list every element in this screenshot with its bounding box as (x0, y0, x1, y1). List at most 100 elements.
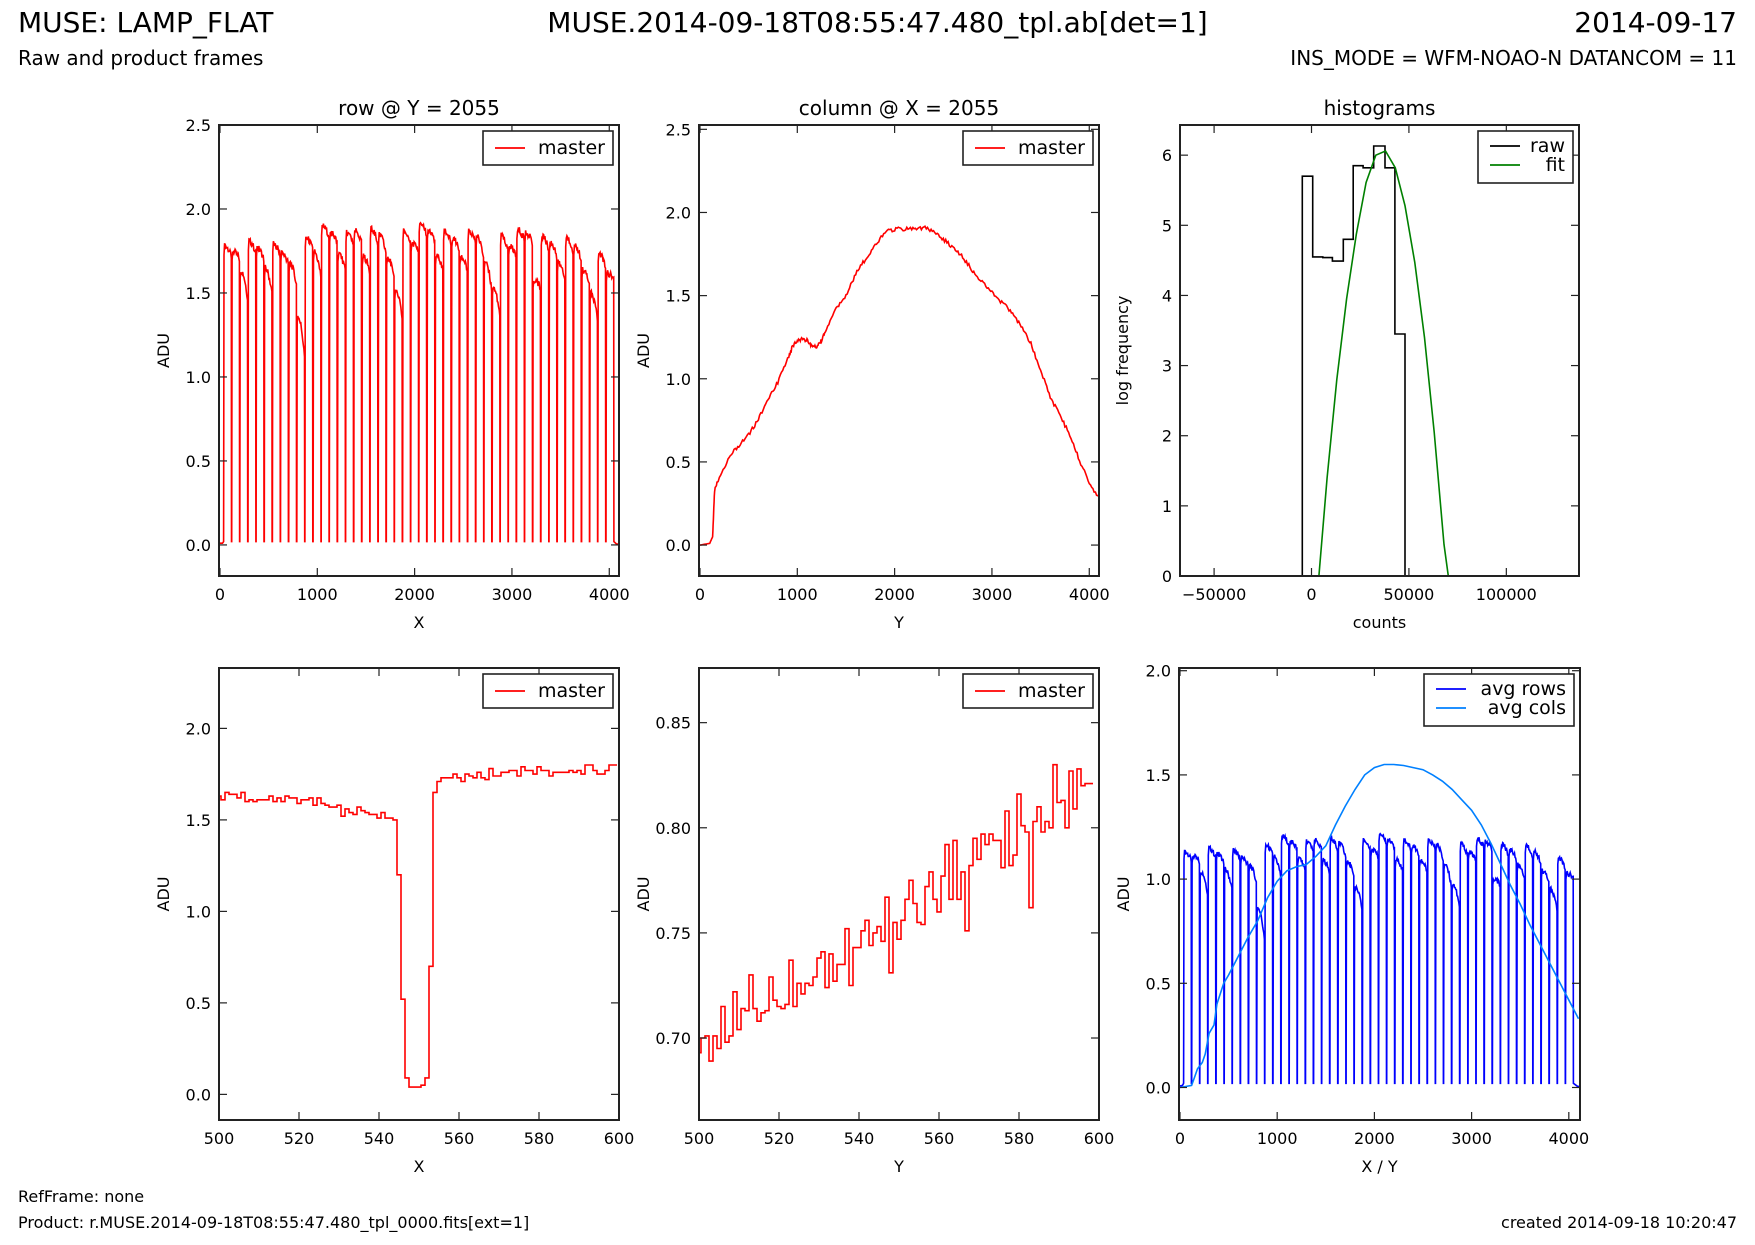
x-tick-label: 50000 (1383, 585, 1434, 604)
series-master-line (219, 221, 619, 545)
created-label: created 2014-09-18 10:20:47 (1501, 1213, 1737, 1232)
series-avg-rows-line (1179, 832, 1580, 1088)
axes-frame (698, 124, 1100, 577)
x-tick-label: 0 (215, 585, 225, 604)
axes-frame (218, 667, 620, 1121)
legend: master (962, 130, 1094, 166)
x-tick-label: 1000 (777, 585, 818, 604)
y-tick-label: 5 (1162, 216, 1172, 235)
legend-label: avg rows (1481, 678, 1566, 700)
y-tick-label: 2.0 (666, 203, 691, 222)
y-tick-label: 1 (1162, 497, 1172, 516)
x-tick-label: 520 (764, 1129, 795, 1148)
report-subtitle: Raw and product frames (18, 46, 264, 70)
x-tick-label: 4000 (589, 585, 630, 604)
legend-label: master (1018, 680, 1085, 702)
x-tick-label: 500 (684, 1129, 715, 1148)
x-axis-label: Y (893, 613, 904, 632)
axes-frame (1178, 667, 1581, 1121)
x-tick-label: 600 (604, 1129, 635, 1148)
y-tick-label: 2.0 (1146, 662, 1171, 681)
x-tick-label: 1000 (1257, 1129, 1298, 1148)
x-tick-label: 520 (284, 1129, 315, 1148)
legend-label: fit (1546, 154, 1565, 176)
y-tick-label: 2.0 (186, 719, 211, 738)
chart-averages: 0 1000 2000 3000 4000 0.0 0.5 1.0 1.5 2.0 X / Y ADU… (1114, 662, 1589, 1176)
refframe-label: RefFrame: none (18, 1187, 145, 1206)
x-tick-label: 580 (1004, 1129, 1035, 1148)
x-tick-label: 560 (444, 1129, 475, 1148)
report-date: 2014-09-17 (1574, 6, 1737, 39)
x-tick-label: 4000 (1548, 1129, 1589, 1148)
legend-label: raw (1530, 135, 1565, 157)
instrument-mode: INS_MODE = WFM-NOAO-N DATANCOM = 11 (1290, 46, 1737, 70)
x-tick-label: 600 (1084, 1129, 1115, 1148)
legend-box (1477, 130, 1574, 184)
y-tick-label: 0.85 (655, 714, 691, 733)
y-tick-label: 0.0 (186, 1085, 211, 1104)
chart-row_zoom: 500 520 540 560 580 600 0.0 0.5 1.0 1.5 2.0 X ADU mas… (154, 667, 635, 1176)
series-master-line (219, 764, 617, 1088)
y-tick-label: 3 (1162, 357, 1172, 376)
y-tick-label: 0.70 (655, 1029, 691, 1048)
frame-title: MUSE.2014-09-18T08:55:47.480_tpl.ab[det=… (547, 6, 1208, 39)
chart-title: histograms (1324, 96, 1436, 120)
series-avg-cols-line (1179, 763, 1580, 1089)
legend: master (482, 673, 614, 709)
y-tick-label: 0.5 (186, 994, 211, 1013)
legend: master (482, 130, 614, 166)
x-axis-label: X (414, 1157, 425, 1176)
series-raw-line (1180, 145, 1579, 576)
y-tick-label: 2.0 (186, 200, 211, 219)
chart-title: row @ Y = 2055 (338, 96, 500, 120)
x-axis-label: Y (893, 1157, 904, 1176)
y-axis-label: ADU (154, 333, 173, 368)
y-tick-label: 1.0 (666, 370, 691, 389)
y-tick-label: 0.0 (666, 536, 691, 555)
y-tick-label: 1.0 (186, 902, 211, 921)
x-tick-label: 500 (204, 1129, 235, 1148)
y-tick-label: 0.0 (186, 536, 211, 555)
legend: master (962, 673, 1094, 709)
y-tick-label: 0.75 (655, 924, 691, 943)
x-tick-label: 560 (924, 1129, 955, 1148)
y-tick-label: 0.5 (186, 452, 211, 471)
x-axis-label: counts (1353, 613, 1406, 632)
x-tick-label: 2000 (394, 585, 435, 604)
series-fit-line (1318, 149, 1450, 576)
series-master-line (699, 225, 1099, 546)
x-tick-label: 0 (1175, 1129, 1185, 1148)
y-tick-label: 0.5 (666, 453, 691, 472)
axes-frame (698, 667, 1100, 1121)
x-tick-label: −50000 (1182, 585, 1246, 604)
x-axis-label: X / Y (1361, 1157, 1398, 1176)
chart-column: 0 1000 2000 3000 4000 0.0 0.5 1.0 1.5 2.0 2.5 colum… (634, 96, 1110, 632)
y-tick-label: 1.0 (1146, 870, 1171, 889)
y-tick-label: 1.5 (1146, 766, 1171, 785)
x-tick-label: 3000 (972, 585, 1013, 604)
series-master-line (699, 763, 1093, 1062)
y-tick-label: 0.5 (1146, 974, 1171, 993)
x-tick-label: 540 (364, 1129, 395, 1148)
y-tick-label: 0 (1162, 567, 1172, 586)
legend-label: master (538, 137, 605, 159)
y-tick-label: 2 (1162, 427, 1172, 446)
y-axis-label: ADU (154, 877, 173, 912)
x-axis-label: X (414, 613, 425, 632)
y-tick-label: 1.5 (666, 287, 691, 306)
x-tick-label: 0 (695, 585, 705, 604)
x-tick-label: 3000 (492, 585, 533, 604)
y-tick-label: 0.0 (1146, 1078, 1171, 1097)
y-axis-label: ADU (634, 333, 653, 368)
legend-label: master (538, 680, 605, 702)
chart-column_zoom: 500 520 540 560 580 600 0.70 0.75 0.80 0.85 Y ADU ma… (634, 667, 1115, 1176)
x-tick-label: 1000 (297, 585, 338, 604)
product-label: Product: r.MUSE.2014-09-18T08:55:47.480_… (18, 1213, 530, 1232)
chart-histograms: −50000 0 50000 100000 0 1 2 3 4 5 6 histograms count… (1113, 96, 1580, 632)
x-tick-label: 2000 (874, 585, 915, 604)
y-tick-label: 1.5 (186, 811, 211, 830)
y-tick-label: 4 (1162, 286, 1172, 305)
